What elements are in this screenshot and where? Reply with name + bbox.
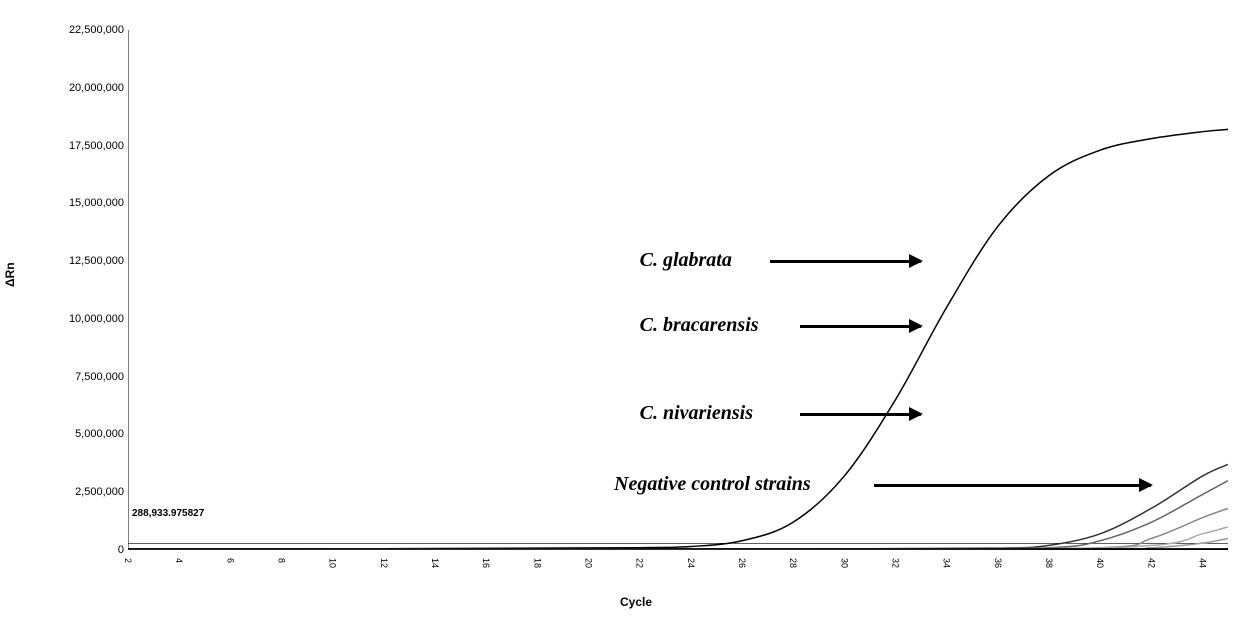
y-tick: 22,500,000 (69, 24, 124, 36)
x-tick: 42 (1146, 558, 1156, 568)
annotation-label: C. nivariensis (640, 402, 753, 425)
series-line (128, 527, 1228, 549)
x-tick: 34 (942, 558, 952, 568)
x-tick: 32 (890, 558, 900, 568)
y-tick: 12,500,000 (69, 255, 124, 267)
annotation-arrow (874, 484, 1151, 487)
x-tick: 40 (1095, 558, 1105, 568)
y-tick: 0 (118, 544, 124, 556)
x-tick: 20 (583, 558, 593, 568)
y-tick: 15,000,000 (69, 197, 124, 209)
amplification-plot: ΔRn Cycle 0 2,500,000 5,000,000 7,500,000 10… (0, 0, 1240, 621)
x-tick: 22 (635, 558, 645, 568)
x-tick: 12 (379, 558, 389, 568)
annotation-label: Negative control strains (614, 473, 811, 496)
x-tick: 2 (123, 558, 133, 563)
x-tick: 36 (993, 558, 1003, 568)
x-tick: 26 (737, 558, 747, 568)
x-axis-label: Cycle (620, 595, 652, 609)
x-tick: 16 (481, 558, 491, 568)
y-tick: 17,500,000 (69, 140, 124, 152)
y-tick: 20,000,000 (69, 82, 124, 94)
annotation-label: C. bracarensis (640, 314, 759, 337)
x-tick: 24 (686, 558, 696, 568)
x-tick: 38 (1044, 558, 1054, 568)
annotation-arrow (800, 413, 921, 416)
plot-svg (128, 30, 1228, 550)
y-tick: 2,500,000 (75, 486, 124, 498)
x-tick: 8 (276, 558, 286, 563)
y-tick: 5,000,000 (75, 428, 124, 440)
x-tick: 30 (839, 558, 849, 568)
x-tick: 4 (174, 558, 184, 563)
x-tick: 18 (532, 558, 542, 568)
x-tick: 44 (1197, 558, 1207, 568)
y-tick: 10,000,000 (69, 313, 124, 325)
y-axis-label: ΔRn (3, 262, 17, 287)
x-tick: 28 (788, 558, 798, 568)
x-tick: 6 (225, 558, 235, 563)
x-tick: 10 (328, 558, 338, 568)
x-tick: 14 (430, 558, 440, 568)
annotation-arrow (770, 260, 921, 263)
y-tick: 7,500,000 (75, 371, 124, 383)
annotation-arrow (800, 325, 921, 328)
annotation-label: C. glabrata (640, 249, 732, 272)
